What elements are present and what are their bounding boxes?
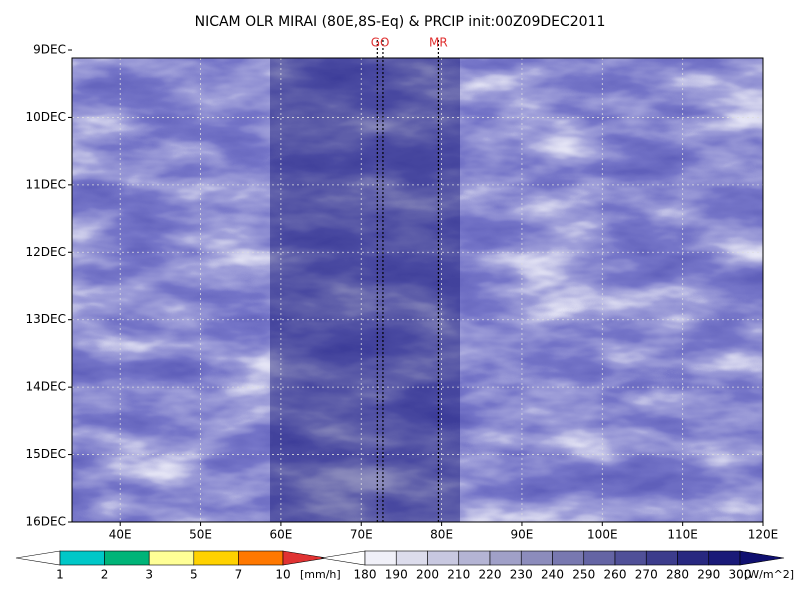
x-tick-label: 80E <box>430 528 453 542</box>
colorbar-box <box>427 550 460 566</box>
x-tick-label: 50E <box>189 528 212 542</box>
x-tick-label: 120E <box>748 528 779 542</box>
colorbar-box <box>520 550 553 566</box>
y-tick-label: 12DEC <box>26 245 66 259</box>
y-tick-label: 11DEC <box>26 177 66 191</box>
colorbar-label: 1 <box>56 568 64 582</box>
colorbar-box <box>614 550 647 566</box>
colorbar-label: 280 <box>666 568 689 582</box>
colorbar-box <box>148 550 195 566</box>
x-tick-label: 60E <box>269 528 292 542</box>
x-tick-label: 100E <box>587 528 618 542</box>
y-tick-label: 15DEC <box>26 447 66 461</box>
colorbar-box <box>238 550 284 566</box>
colorbar-under <box>320 550 366 566</box>
y-tick-label: 16DEC <box>26 515 66 529</box>
colorbar-box <box>193 550 239 566</box>
colorbar-label: 190 <box>385 568 408 582</box>
x-tick-label: 90E <box>511 528 534 542</box>
colorbar-label: 200 <box>416 568 439 582</box>
colorbar-under <box>15 550 61 566</box>
colorbar-box <box>395 550 428 566</box>
colorbar-label: 290 <box>697 568 720 582</box>
colorbar-label: 180 <box>354 568 377 582</box>
x-tick-label: 40E <box>109 528 132 542</box>
colorbar-label: 300 <box>729 568 752 582</box>
colorbar-unit: [mm/h] <box>300 568 341 581</box>
colorbar-label: 5 <box>190 568 198 582</box>
colorbar-box <box>708 550 741 566</box>
colorbar-box <box>364 550 397 566</box>
colorbar-box <box>677 550 710 566</box>
colorbar-box <box>59 550 105 566</box>
colorbar-label: 210 <box>447 568 470 582</box>
x-tick-label: 110E <box>667 528 698 542</box>
colorbar-box <box>104 550 150 566</box>
colorbar-box <box>583 550 616 566</box>
plot-frame <box>71 57 764 523</box>
y-tick-label: 10DEC <box>26 110 66 124</box>
colorbar-label: 260 <box>604 568 627 582</box>
y-tick-label: 13DEC <box>26 312 66 326</box>
colorbar-over <box>739 550 785 566</box>
olr-field <box>72 58 763 522</box>
colorbar-label: 250 <box>572 568 595 582</box>
field <box>72 58 763 522</box>
colorbar-box <box>645 550 678 566</box>
colorbar-box <box>458 550 491 566</box>
colorbar-label: 220 <box>479 568 502 582</box>
reference-label: MR <box>429 36 448 50</box>
olr-field-shade <box>270 58 460 522</box>
y-tick-label: 9DEC <box>33 43 66 57</box>
colorbar-label: 230 <box>510 568 533 582</box>
colorbar-box <box>489 550 522 566</box>
colorbar-over <box>282 550 328 566</box>
colorbar-label: 3 <box>145 568 153 582</box>
colorbar-box <box>552 550 585 566</box>
x-tick-label: 70E <box>350 528 373 542</box>
colorbar-label: 240 <box>541 568 564 582</box>
colorbar-label: 10 <box>275 568 290 582</box>
reference-label: GO <box>371 36 390 50</box>
colorbar-label: 270 <box>635 568 658 582</box>
colorbar-label: 2 <box>101 568 109 582</box>
colorbar-label: 7 <box>235 568 243 582</box>
colorbar-unit: [W/m^2] <box>744 568 794 581</box>
chart-title: NICAM OLR MIRAI (80E,8S-Eq) & PRCIP init… <box>195 14 606 30</box>
y-tick-label: 14DEC <box>26 380 66 394</box>
